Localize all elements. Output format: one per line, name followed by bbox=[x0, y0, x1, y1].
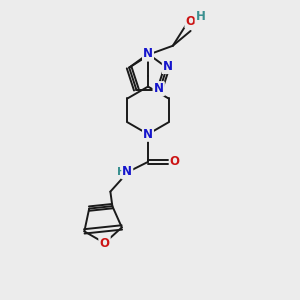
Text: N: N bbox=[154, 82, 164, 95]
Text: O: O bbox=[186, 14, 196, 28]
Text: N: N bbox=[163, 60, 173, 73]
Text: H: H bbox=[117, 167, 126, 177]
Text: N: N bbox=[154, 82, 164, 95]
Text: H: H bbox=[196, 10, 206, 22]
Text: O: O bbox=[100, 236, 110, 250]
Text: N: N bbox=[143, 47, 153, 60]
Text: N: N bbox=[143, 47, 153, 60]
Text: N: N bbox=[122, 165, 132, 178]
Text: N: N bbox=[163, 60, 173, 73]
Text: N: N bbox=[143, 128, 153, 141]
Text: H: H bbox=[117, 167, 126, 177]
Text: N: N bbox=[143, 128, 153, 141]
Text: H: H bbox=[196, 10, 206, 22]
Text: N: N bbox=[122, 165, 132, 178]
Text: O: O bbox=[170, 155, 180, 168]
Text: O: O bbox=[170, 155, 180, 168]
Text: O: O bbox=[100, 236, 110, 250]
Text: O: O bbox=[186, 14, 196, 28]
